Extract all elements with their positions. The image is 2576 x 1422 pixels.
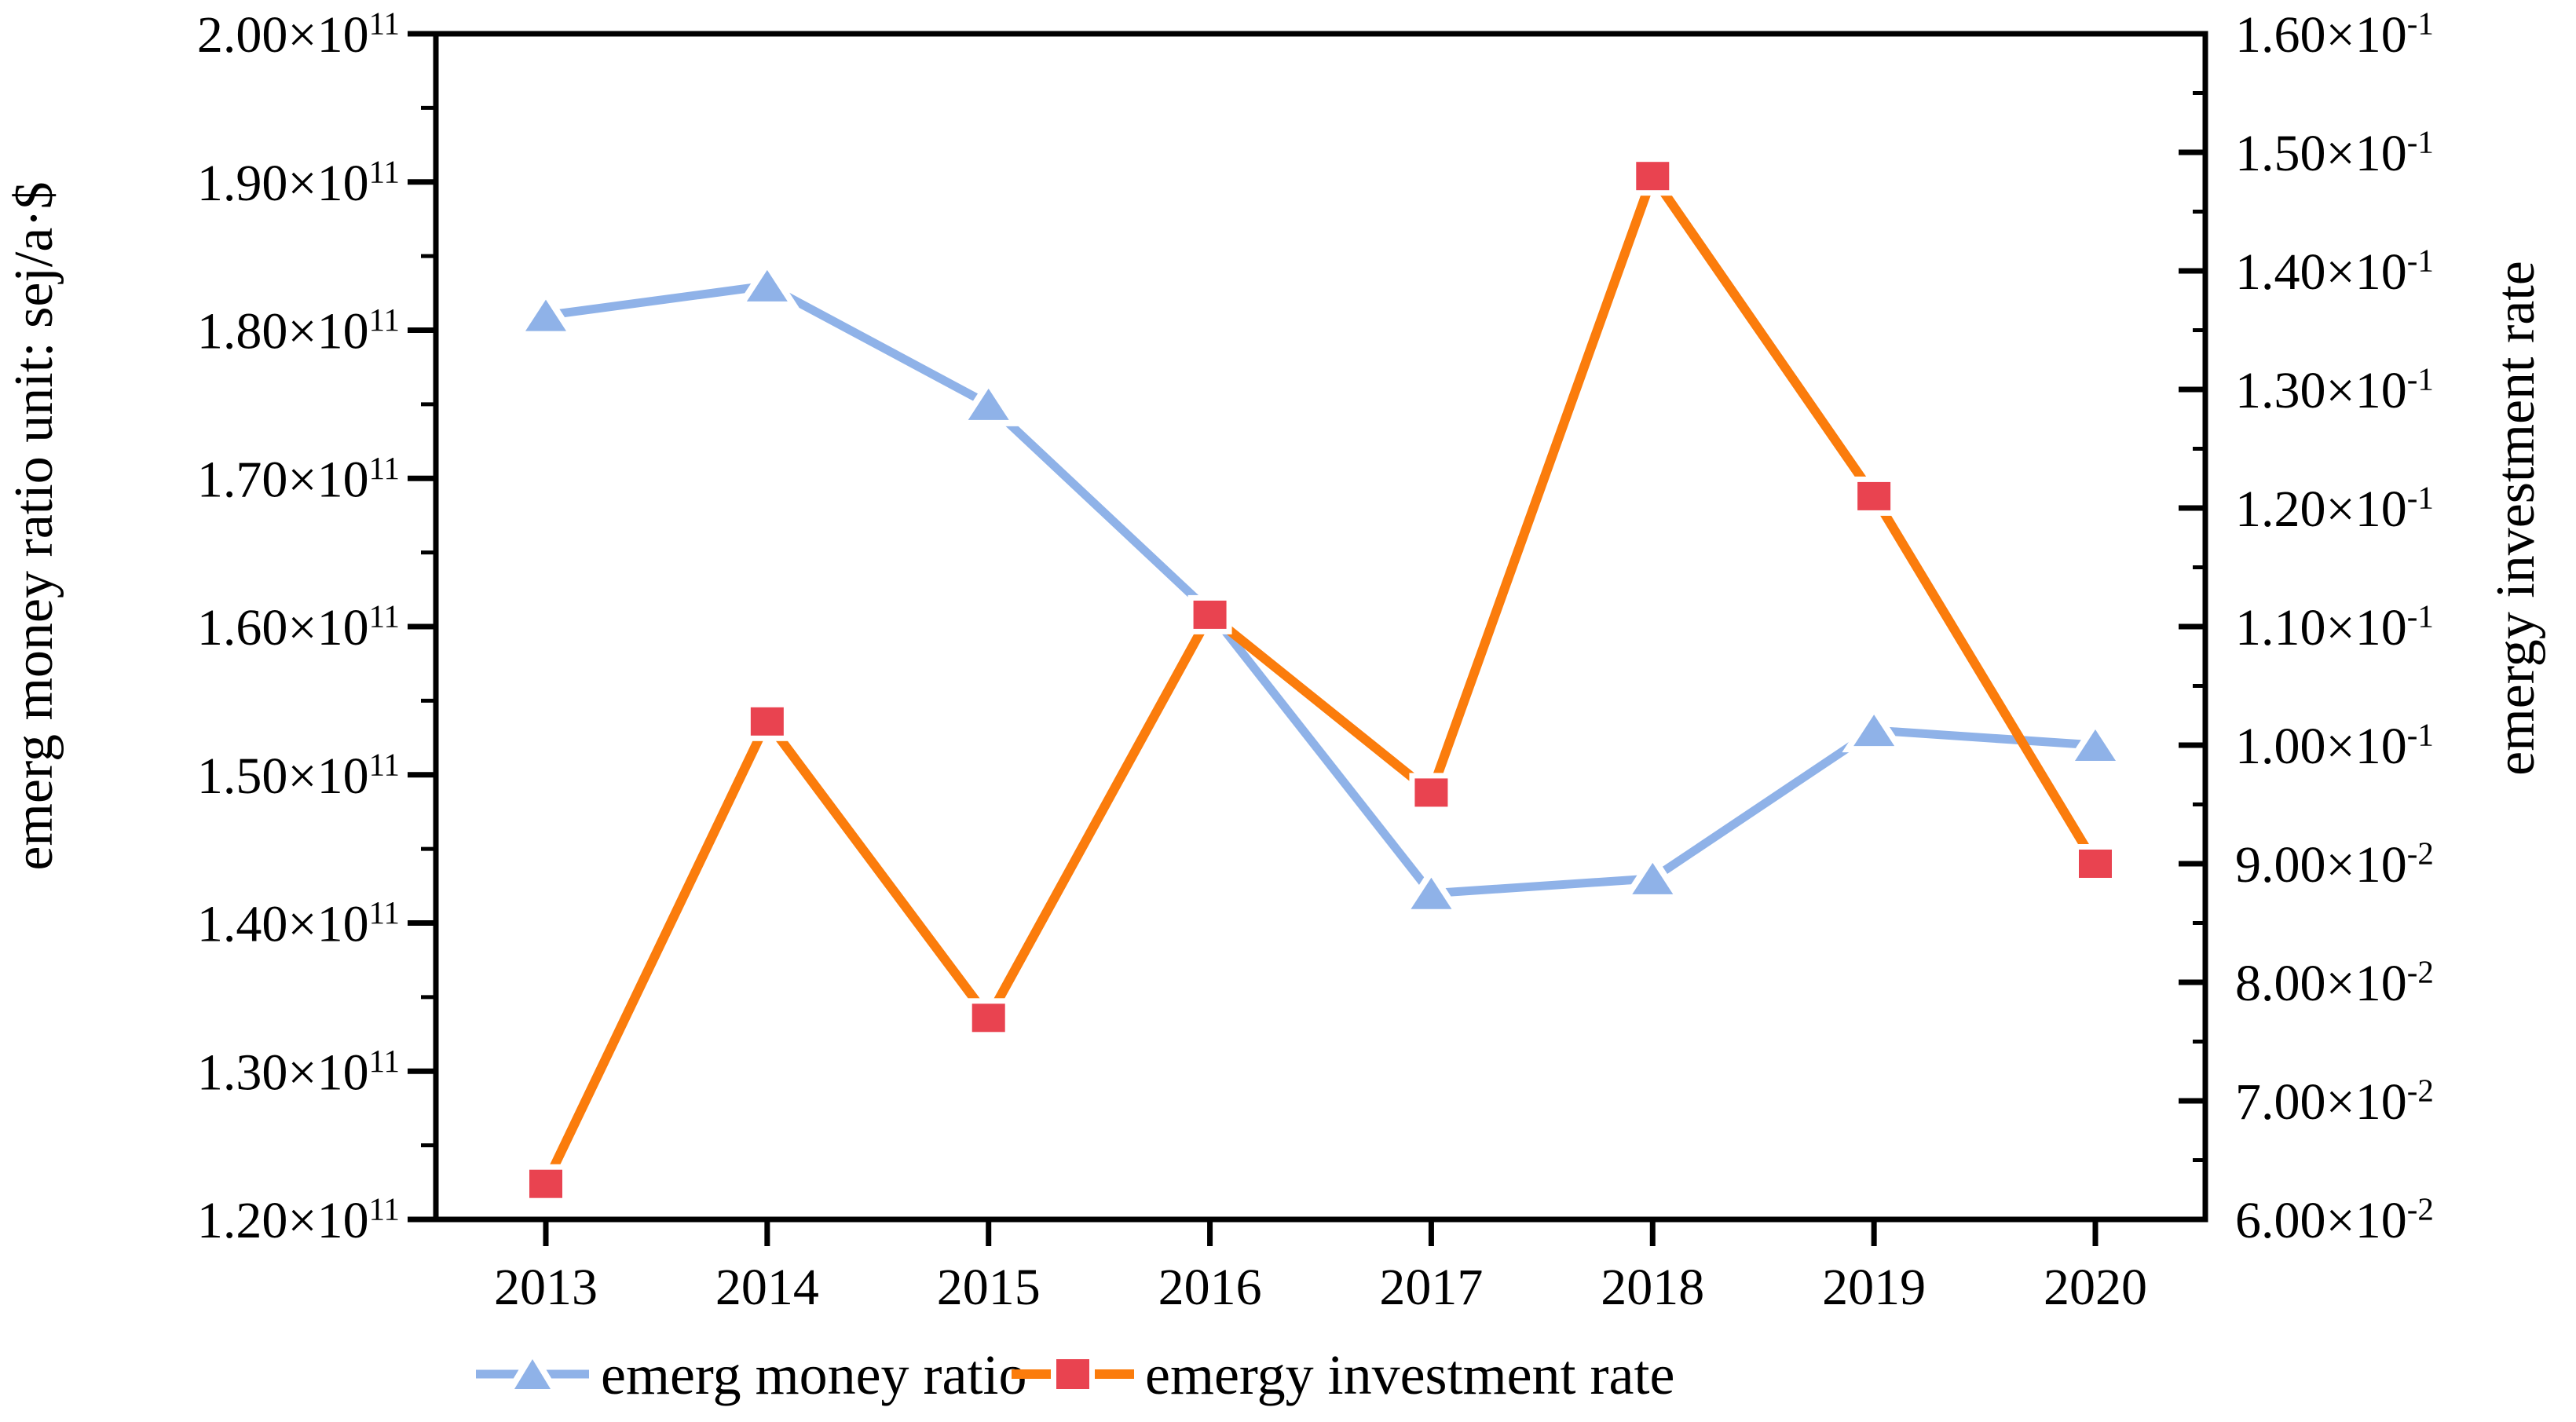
y-right-tick-label: 1.20×10-1 [2235,481,2434,539]
legend-triangle-icon [514,1359,551,1389]
y-right-tick-label: 1.00×10-1 [2235,718,2434,776]
series-line-emergy-investment-rate [541,171,2100,1186]
legend: emerg money ratio emergy investment rate [476,1343,1674,1406]
data-point-triangle [2075,729,2116,761]
data-point-triangle [1411,877,1452,909]
y-left-tick-label: 1.50×1011 [197,747,400,805]
data-point-triangle [746,269,788,302]
series-emerg-money-ratio [514,258,2128,916]
legend-square-icon [1056,1359,1089,1389]
data-point-square [750,707,784,736]
data-point-square [1414,778,1448,807]
y-right-tick-label: 1.50×10-1 [2235,125,2434,183]
x-tick-label: 2017 [1379,1259,1483,1316]
y-right-tick-label: 7.00×10-2 [2235,1073,2434,1131]
legend-label-emerg-money-ratio: emerg money ratio [601,1343,1027,1406]
series-line-emerg-money-ratio [545,281,2096,898]
data-point-triangle [1632,862,1674,894]
legend-label-emergy-investment-rate: emergy investment rate [1145,1343,1674,1406]
y-left-tick-label: 2.00×1011 [197,6,400,64]
x-tick-label: 2020 [2044,1259,2147,1316]
x-tick-label: 2014 [715,1259,819,1316]
x-tick-label: 2015 [937,1259,1041,1316]
y-right-tick-label: 1.30×10-1 [2235,362,2434,420]
data-point-square [529,1169,562,1198]
y-left-tick-label: 1.60×1011 [197,599,400,657]
y-left-tick-label: 1.30×1011 [197,1044,400,1102]
y-right-tick-label: 1.60×10-1 [2235,6,2434,64]
y-right-axis-title: emergy investment rate [2486,261,2546,776]
data-point-square [971,1003,1005,1033]
y-left-tick-label: 1.20×1011 [197,1192,400,1250]
data-point-square [1636,162,1670,191]
y-right-tick-label: 1.10×10-1 [2235,599,2434,657]
y-left-tick-label: 1.70×1011 [197,451,400,509]
y-left-tick-label: 1.90×1011 [197,154,400,212]
y-left-tick-label: 1.40×1011 [197,895,400,953]
data-point-square [2079,850,2112,878]
y-right-tick-label: 8.00×10-2 [2235,955,2434,1013]
data-point-square [1193,600,1227,629]
x-tick-label: 2013 [494,1259,598,1316]
x-tick-label: 2016 [1158,1259,1262,1316]
x-tick-label: 2018 [1601,1259,1704,1316]
y-left-axis-title: emerg money ratio unit: sej/a·$ [4,181,64,870]
y-right-tick-label: 6.00×10-2 [2235,1192,2434,1250]
y-right-tick-label: 9.00×10-2 [2235,836,2434,894]
data-point-square [1857,481,1891,510]
data-point-triangle [525,299,566,331]
plot-frame [433,31,2208,1223]
x-tick-label: 2019 [1822,1259,1926,1316]
data-point-triangle [1853,715,1895,747]
y-right-tick-label: 1.40×10-1 [2235,243,2434,302]
series-emergy-investment-rate [524,156,2117,1204]
y-left-tick-label: 1.80×1011 [197,302,400,360]
data-point-triangle [968,388,1009,420]
